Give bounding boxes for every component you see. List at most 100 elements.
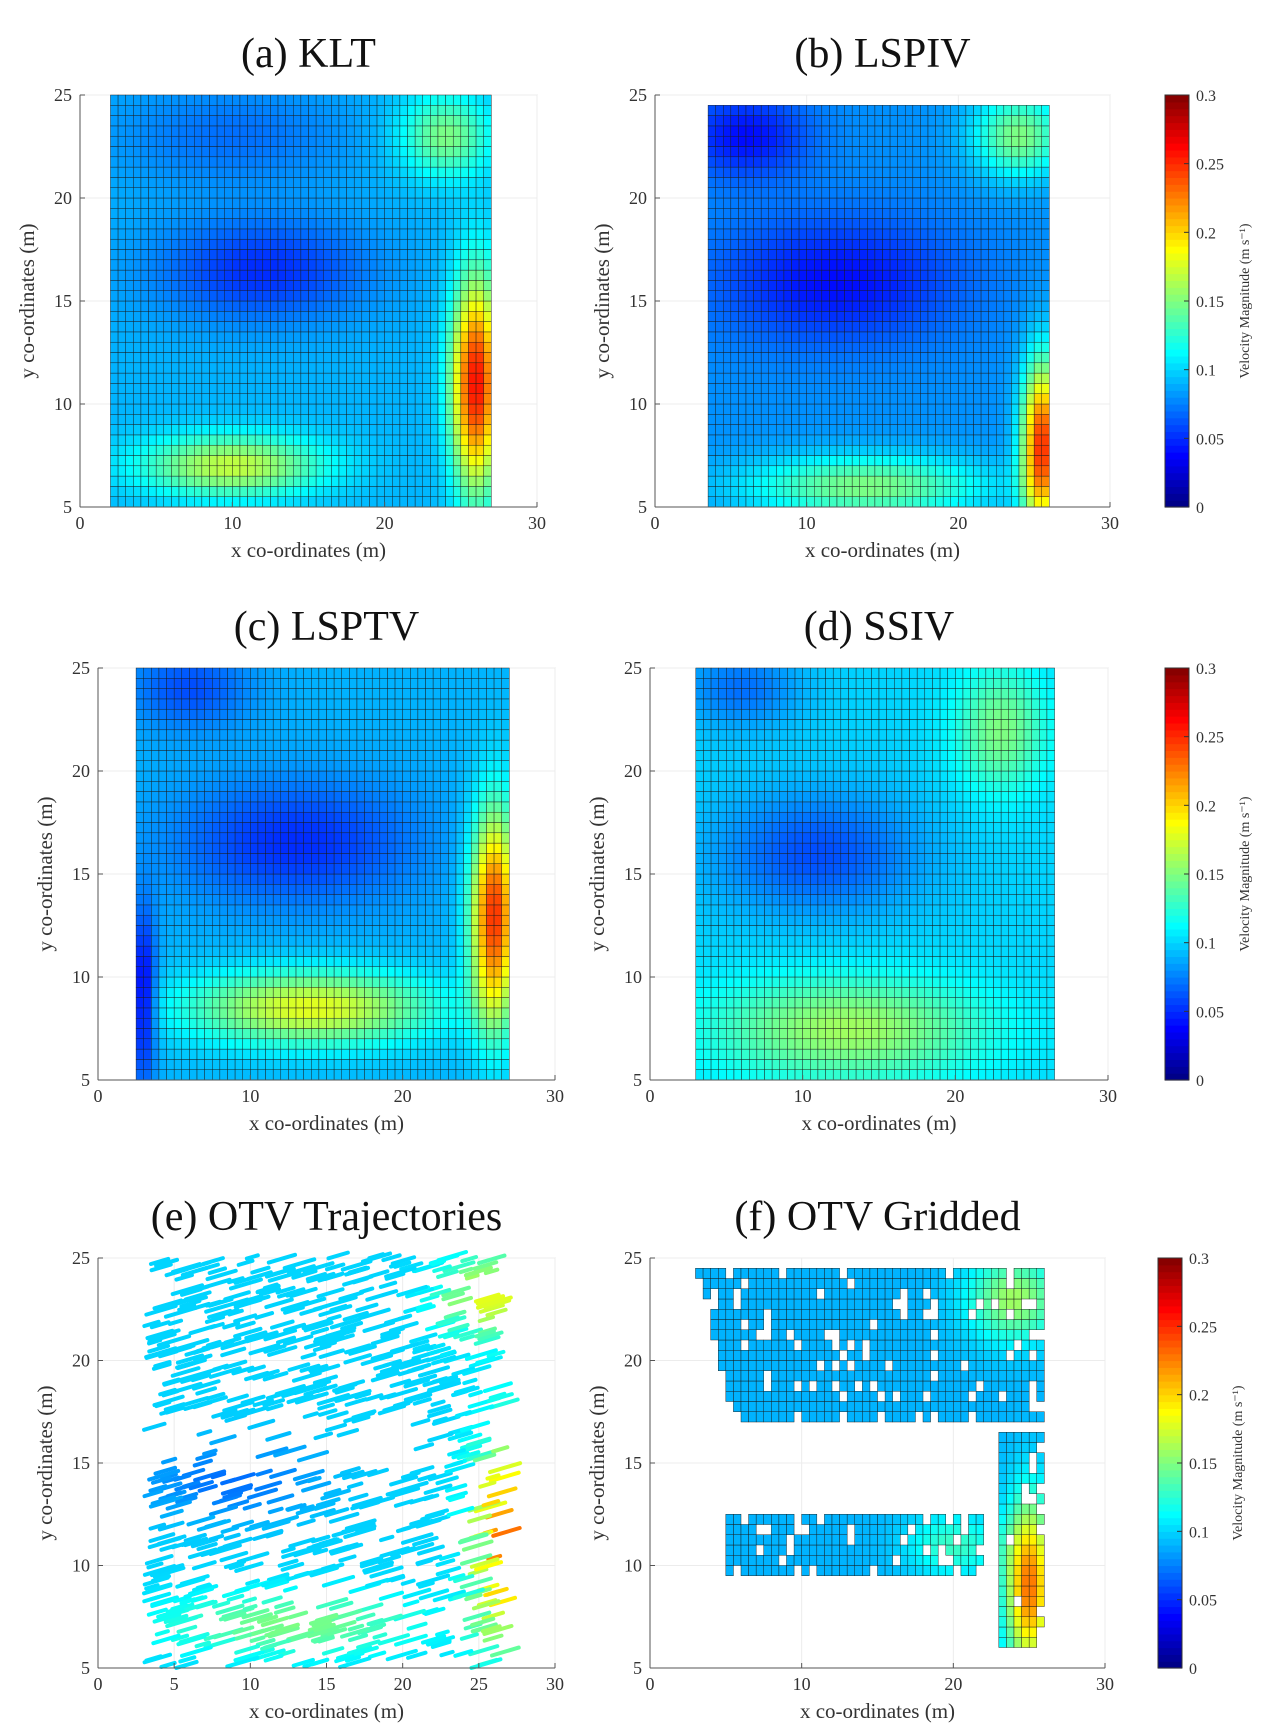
grid-cell [996, 455, 1005, 467]
grid-cell [318, 884, 327, 895]
grid-cell [950, 300, 959, 312]
grid-cell [173, 1028, 183, 1040]
grid-cell [851, 166, 860, 178]
grid-cell [874, 166, 883, 178]
grid-cell [791, 383, 800, 394]
grid-cell [303, 976, 312, 988]
grid-cell [277, 475, 286, 487]
grid-cell [935, 177, 944, 188]
grid-cell [166, 1048, 175, 1060]
x-tick-label: 20 [949, 513, 967, 533]
grid-cell [980, 238, 989, 250]
grid-cell [723, 475, 732, 487]
grid-cell [173, 750, 183, 761]
grid-cell [280, 997, 289, 1009]
grid-cell [196, 997, 205, 1009]
grid-cell [376, 125, 385, 137]
grid-cell [965, 444, 974, 456]
grid-cell [135, 688, 144, 700]
grid-cell [905, 135, 914, 147]
grid-cell [232, 444, 241, 456]
grid-cell [829, 321, 838, 333]
grid-cell [250, 781, 259, 792]
grid-cell [851, 383, 860, 394]
grid-cell [988, 444, 997, 456]
grid-cell [239, 372, 248, 384]
grid-cell [965, 156, 974, 168]
grid-cell [1011, 177, 1020, 188]
grid-cell [277, 208, 286, 219]
grid-cell [331, 341, 340, 353]
grid-cell [791, 290, 800, 302]
grid-cell [414, 228, 423, 240]
grid-cell [232, 424, 241, 436]
grid-cell [257, 1048, 266, 1060]
grid-cell [798, 146, 807, 158]
grid-cell [738, 362, 747, 374]
grid-cell [326, 770, 335, 782]
grid-cell [745, 475, 754, 487]
grid-cell [1003, 372, 1012, 384]
grid-cell [392, 249, 401, 261]
grid-cell [829, 166, 838, 178]
grid-cell [958, 475, 967, 487]
grid-cell [254, 362, 264, 374]
grid-cell [155, 146, 165, 158]
grid-cell [318, 1007, 327, 1019]
grid-cell [151, 1059, 160, 1070]
grid-cell [384, 290, 393, 302]
grid-cell [882, 311, 891, 322]
grid-cell [369, 218, 378, 230]
grid-cell [1018, 414, 1027, 425]
grid-cell [935, 321, 944, 333]
grid-cell [738, 135, 747, 147]
grid-cell [254, 352, 264, 364]
grid-cell [874, 475, 883, 487]
grid-cell [234, 750, 243, 761]
data-layer [135, 667, 510, 1081]
grid-cell [148, 331, 157, 343]
grid-cell [295, 739, 304, 751]
grid-cell [369, 105, 378, 116]
grid-cell [270, 475, 279, 487]
grid-cell [821, 414, 830, 425]
grid-cell [300, 393, 309, 405]
grid-cell [965, 424, 974, 436]
grid-cell [730, 197, 739, 209]
grid-cell [341, 1007, 350, 1019]
grid-cell [715, 465, 724, 477]
grid-cell [315, 444, 324, 456]
grid-cell [1033, 197, 1042, 209]
grid-cell [295, 842, 304, 854]
grid-cell [821, 352, 830, 364]
grid-cell [171, 465, 180, 477]
grid-cell [242, 750, 251, 761]
grid-cell [745, 177, 754, 188]
grid-cell [227, 894, 236, 906]
grid-cell [166, 914, 175, 926]
grid-cell [204, 853, 213, 864]
grid-cell [285, 455, 294, 467]
y-tick-label: 10 [629, 394, 647, 414]
grid-cell [265, 1048, 274, 1060]
grid-cell [821, 486, 830, 497]
grid-cell [836, 362, 845, 374]
grid-cell [166, 935, 175, 947]
grid-cell [437, 486, 446, 497]
grid-cell [776, 290, 785, 302]
grid-cell [730, 311, 739, 322]
grid-cell [783, 352, 792, 364]
grid-cell [151, 976, 160, 988]
grid-cell [806, 331, 815, 343]
grid-cell [844, 166, 853, 178]
grid-cell [212, 863, 221, 875]
grid-cell [821, 321, 830, 333]
grid-cell [303, 894, 312, 906]
grid-cell [158, 770, 167, 782]
grid-cell [392, 311, 401, 322]
grid-cell [280, 822, 289, 834]
grid-cell [942, 228, 951, 240]
grid-cell [1003, 414, 1012, 425]
grid-cell [315, 187, 324, 199]
grid-cell [326, 811, 335, 823]
